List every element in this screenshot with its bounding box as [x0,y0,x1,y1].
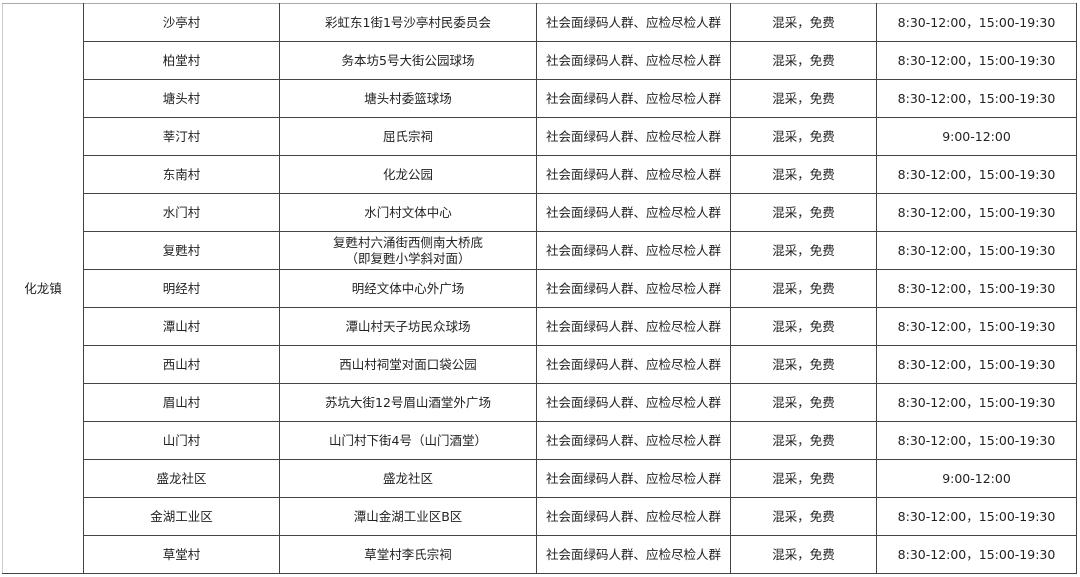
location-cell: 潭山金湖工业区B区 [279,497,537,536]
village-cell: 莘汀村 [83,117,280,156]
village-cell: 眉山村 [83,383,280,422]
crowd-cell: 社会面绿码人群、应检尽检人群 [536,79,731,118]
time-cell: 8:30-12:00，15:00-19:30 [876,535,1077,574]
location-cell: 明经文体中心外广场 [279,269,537,308]
method-cell: 混采，免费 [730,155,877,194]
time-cell: 8:30-12:00，15:00-19:30 [876,155,1077,194]
time-cell: 8:30-12:00，15:00-19:30 [876,231,1077,270]
village-cell: 潭山村 [83,307,280,346]
village-cell: 盛龙社区 [83,459,280,498]
table-row: 水门村 水门村文体中心 社会面绿码人群、应检尽检人群 混采，免费 8:30-12:00，… [3,193,1077,232]
method-cell: 混采，免费 [730,497,877,536]
location-cell: 草堂村李氏宗祠 [279,535,537,574]
table-row: 莘汀村 屈氏宗祠 社会面绿码人群、应检尽检人群 混采，免费 9:00-12:00 [3,117,1077,156]
village-cell: 水门村 [83,193,280,232]
village-cell: 沙亭村 [83,3,280,42]
crowd-cell: 社会面绿码人群、应检尽检人群 [536,307,731,346]
table-row: 塘头村 塘头村委篮球场 社会面绿码人群、应检尽检人群 混采，免费 8:30-12:00，… [3,79,1077,118]
table-row: 眉山村 苏坑大街12号眉山酒堂外广场 社会面绿码人群、应检尽检人群 混采，免费 8:30… [3,383,1077,422]
village-cell: 复甦村 [83,231,280,270]
crowd-cell: 社会面绿码人群、应检尽检人群 [536,193,731,232]
method-cell: 混采，免费 [730,3,877,42]
time-cell: 8:30-12:00，15:00-19:30 [876,79,1077,118]
location-cell: 盛龙社区 [279,459,537,498]
location-cell: 水门村文体中心 [279,193,537,232]
town-cell: 化龙镇 [2,3,84,574]
crowd-cell: 社会面绿码人群、应检尽检人群 [536,421,731,460]
time-cell: 8:30-12:00，15:00-19:30 [876,307,1077,346]
table-row: 化龙镇 沙亭村 彩虹东1街1号沙亭村民委员会 社会面绿码人群、应检尽检人群 混采，免费 8… [2,3,1077,574]
village-cell: 柏堂村 [83,41,280,80]
crowd-cell: 社会面绿码人群、应检尽检人群 [536,3,731,42]
location-cell: 潭山村天子坊民众球场 [279,307,537,346]
method-cell: 混采，免费 [730,117,877,156]
location-cell: 彩虹东1街1号沙亭村民委员会 [279,3,537,42]
location-cell: 苏坑大街12号眉山酒堂外广场 [279,383,537,422]
table-row: 潭山村 潭山村天子坊民众球场 社会面绿码人群、应检尽检人群 混采，免费 8:30-12:… [3,307,1077,346]
time-cell: 8:30-12:00，15:00-19:30 [876,269,1077,308]
village-cell: 东南村 [83,155,280,194]
table-row: 草堂村 草堂村李氏宗祠 社会面绿码人群、应检尽检人群 混采，免费 8:30-12:00，… [3,535,1077,574]
location-cell: 屈氏宗祠 [279,117,537,156]
time-cell: 8:30-12:00，15:00-19:30 [876,193,1077,232]
method-cell: 混采，免费 [730,535,877,574]
method-cell: 混采，免费 [730,231,877,270]
method-cell: 混采，免费 [730,193,877,232]
table-row: 复甦村 复甦村六涌街西侧南大桥底 （即复甦小学斜对面） 社会面绿码人群、应检尽检人群混… [3,231,1077,270]
location-cell: 复甦村六涌街西侧南大桥底 （即复甦小学斜对面） [279,231,537,270]
village-cell: 明经村 [83,269,280,308]
crowd-cell: 社会面绿码人群、应检尽检人群 [536,535,731,574]
time-cell: 8:30-12:00，15:00-19:30 [876,497,1077,536]
table-row: 明经村 明经文体中心外广场 社会面绿码人群、应检尽检人群 混采，免费 8:30-12:0… [3,269,1077,308]
time-cell: 8:30-12:00，15:00-19:30 [876,383,1077,422]
village-cell: 塘头村 [83,79,280,118]
crowd-cell: 社会面绿码人群、应检尽检人群 [536,117,731,156]
method-cell: 混采，免费 [730,269,877,308]
crowd-cell: 社会面绿码人群、应检尽检人群 [536,497,731,536]
location-line-2: （即复甦小学斜对面） [345,250,471,266]
village-cell: 金湖工业区 [83,497,280,536]
location-cell: 化龙公园 [279,155,537,194]
crowd-cell: 社会面绿码人群、应检尽检人群 [536,345,731,384]
crowd-cell: 社会面绿码人群、应检尽检人群 [536,383,731,422]
village-cell: 西山村 [83,345,280,384]
time-cell: 8:30-12:00，15:00-19:30 [876,345,1077,384]
table-row: 盛龙社区 盛龙社区 社会面绿码人群、应检尽检人群 混采，免费 9:00-12:00 [3,459,1077,498]
location-line: 复甦村六涌街西侧南大桥底 [332,234,483,250]
crowd-cell: 社会面绿码人群、应检尽检人群 [536,41,731,80]
time-cell: 8:30-12:00，15:00-19:30 [876,3,1077,42]
time-cell: 9:00-12:00 [876,117,1077,156]
method-cell: 混采，免费 [730,307,877,346]
table-row: 东南村 化龙公园 社会面绿码人群、应检尽检人群 混采，免费 8:30-12:00，15:… [3,155,1077,194]
location-cell: 西山村祠堂对面口袋公园 [279,345,537,384]
crowd-cell: 社会面绿码人群、应检尽检人群 [536,459,731,498]
crowd-cell: 社会面绿码人群、应检尽检人群 [536,155,731,194]
method-cell: 混采，免费 [730,459,877,498]
time-cell: 8:30-12:00，15:00-19:30 [876,41,1077,80]
time-cell: 9:00-12:00 [876,459,1077,498]
method-cell: 混采，免费 [730,79,877,118]
table-row: 山门村 山门村下街4号（山门酒堂） 社会面绿码人群、应检尽检人群 混采，免费 8:30-… [3,421,1077,460]
table-row: 金湖工业区 潭山金湖工业区B区 社会面绿码人群、应检尽检人群 混采，免费 8:30-12… [3,497,1077,536]
method-cell: 混采，免费 [730,41,877,80]
table-row: 西山村 西山村祠堂对面口袋公园 社会面绿码人群、应检尽检人群 混采，免费 8:30-12… [3,345,1077,384]
crowd-cell: 社会面绿码人群、应检尽检人群 [536,231,731,270]
method-cell: 混采，免费 [730,421,877,460]
village-cell: 山门村 [83,421,280,460]
method-cell: 混采，免费 [730,383,877,422]
location-cell: 山门村下街4号（山门酒堂） [279,421,537,460]
method-cell: 混采，免费 [730,345,877,384]
testing-sites-table: 化龙镇 沙亭村 彩虹东1街1号沙亭村民委员会 社会面绿码人群、应检尽检人群 混采，免费 8… [2,3,1077,574]
table-row: 柏堂村 务本坊5号大街公园球场 社会面绿码人群、应检尽检人群 混采，免费 8:30-12… [3,41,1077,80]
location-cell: 务本坊5号大街公园球场 [279,41,537,80]
village-cell: 草堂村 [83,535,280,574]
crowd-cell: 社会面绿码人群、应检尽检人群 [536,269,731,308]
time-cell: 8:30-12:00，15:00-19:30 [876,421,1077,460]
location-cell: 塘头村委篮球场 [279,79,537,118]
